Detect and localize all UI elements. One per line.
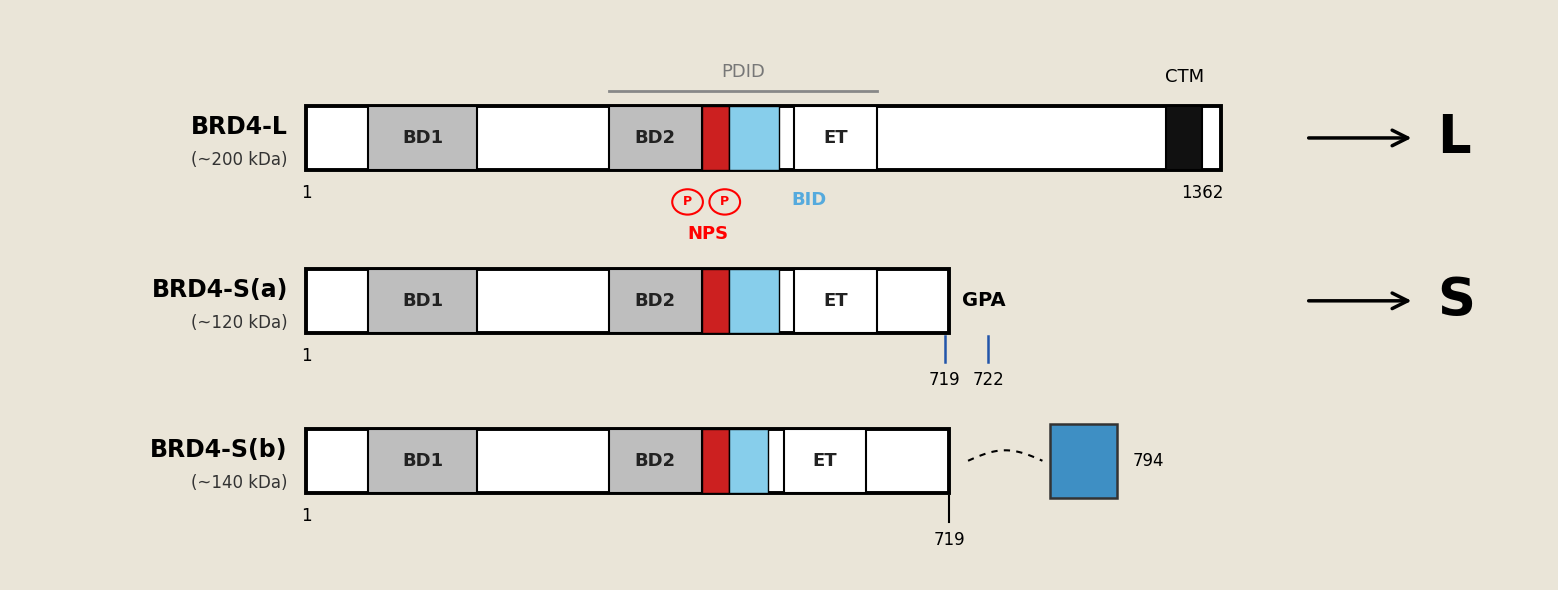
Bar	[609, 269, 701, 333]
Bar	[307, 429, 949, 493]
Text: 1: 1	[301, 185, 312, 202]
Bar	[729, 106, 779, 170]
Bar	[729, 429, 768, 493]
Text: (~200 kDa): (~200 kDa)	[192, 151, 288, 169]
Text: P: P	[720, 195, 729, 208]
Text: CTM: CTM	[1165, 68, 1204, 86]
Text: BID: BID	[791, 191, 827, 209]
Text: S: S	[1438, 275, 1475, 327]
Text: NPS: NPS	[687, 225, 728, 243]
Text: BD2: BD2	[634, 292, 676, 310]
Text: 719: 719	[933, 530, 966, 549]
Bar	[1050, 424, 1117, 497]
Text: ET: ET	[812, 452, 837, 470]
Bar	[609, 429, 701, 493]
Bar	[701, 106, 729, 170]
Bar	[609, 106, 701, 170]
Text: BD1: BD1	[402, 292, 442, 310]
Text: BRD4-S(b): BRD4-S(b)	[150, 438, 288, 463]
Text: (~120 kDa): (~120 kDa)	[192, 314, 288, 332]
Text: BRD4-S(a): BRD4-S(a)	[151, 278, 288, 302]
Bar	[307, 269, 949, 333]
Bar	[368, 429, 477, 493]
Text: 719: 719	[929, 371, 961, 389]
Text: BD1: BD1	[402, 452, 442, 470]
Bar	[701, 269, 729, 333]
Text: BD2: BD2	[634, 129, 676, 147]
Text: ET: ET	[823, 129, 848, 147]
Text: ET: ET	[823, 292, 848, 310]
Text: (~140 kDa): (~140 kDa)	[192, 474, 288, 492]
Text: P: P	[682, 195, 692, 208]
Bar	[368, 269, 477, 333]
Text: 1: 1	[301, 348, 312, 365]
Bar	[795, 269, 877, 333]
Text: 1: 1	[301, 507, 312, 525]
Text: BD1: BD1	[402, 129, 442, 147]
Text: PDID: PDID	[721, 63, 765, 81]
Text: L: L	[1438, 112, 1471, 164]
Bar	[784, 429, 866, 493]
Text: 794: 794	[1133, 452, 1164, 470]
Bar	[1167, 106, 1203, 170]
Text: BRD4-L: BRD4-L	[192, 116, 288, 139]
Text: 1362: 1362	[1181, 185, 1223, 202]
Text: 722: 722	[972, 371, 1003, 389]
Bar	[368, 106, 477, 170]
Text: GPA: GPA	[961, 291, 1005, 310]
Text: BD2: BD2	[634, 452, 676, 470]
Bar	[795, 106, 877, 170]
Bar	[729, 269, 779, 333]
Bar	[701, 429, 729, 493]
Bar	[307, 106, 1220, 170]
